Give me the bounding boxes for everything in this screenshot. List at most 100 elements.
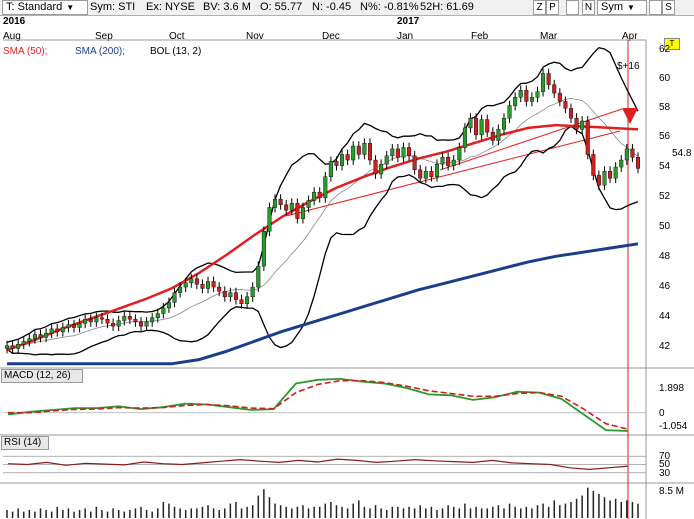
- candle-body: [602, 170, 607, 186]
- rsi-tick: 70: [659, 451, 671, 462]
- s-button[interactable]: S: [662, 0, 675, 15]
- net-readout: N: -0.45: [312, 1, 352, 13]
- candle-body: [10, 345, 15, 349]
- candle-body: [518, 90, 523, 98]
- candle-body: [250, 286, 255, 298]
- checkbox-button[interactable]: [649, 0, 662, 15]
- candle-body: [261, 231, 266, 267]
- candle-body: [412, 155, 417, 171]
- candle-body: [563, 101, 568, 109]
- candle-body: [183, 282, 188, 288]
- candle-body: [16, 344, 21, 349]
- candle-body: [32, 334, 37, 339]
- n-button[interactable]: N: [582, 0, 595, 15]
- symbol-readout: Sym: STI: [90, 1, 136, 13]
- candle-body: [507, 105, 512, 119]
- macd-signal-line: [8, 379, 629, 430]
- p-toggle-button[interactable]: [566, 0, 579, 15]
- candle-body: [222, 291, 227, 298]
- candle-body: [367, 143, 372, 161]
- month-label: Aug: [3, 31, 21, 42]
- candle-body: [233, 292, 238, 300]
- y-tick: 56: [659, 131, 671, 142]
- p-button[interactable]: P: [546, 0, 559, 15]
- candle-body: [479, 119, 484, 136]
- candle-body: [434, 164, 439, 177]
- candle-body: [194, 278, 199, 285]
- candle-body: [155, 313, 160, 318]
- exchange-readout: Ex: NYSE: [146, 1, 195, 13]
- bollinger-legend: BOL (13, 2): [150, 46, 202, 57]
- candle-body: [351, 145, 356, 161]
- candle-body: [496, 129, 501, 141]
- candle-body: [362, 143, 367, 155]
- candle-body: [624, 148, 629, 161]
- candle-body: [429, 170, 434, 177]
- macd-tick: 1.898: [659, 383, 685, 394]
- sma200-legend: SMA (200);: [75, 46, 126, 57]
- rsi-panel-header[interactable]: RSI (14): [1, 436, 49, 450]
- candle-body: [144, 321, 149, 327]
- candle-body: [4, 345, 9, 349]
- candle-body: [591, 154, 596, 176]
- candle-body: [356, 145, 361, 155]
- candle-body: [161, 307, 166, 314]
- sym-select-label: Sym: [601, 1, 623, 13]
- candle-body: [535, 91, 540, 98]
- candle-body: [501, 117, 506, 130]
- y-tick: 52: [659, 191, 671, 202]
- candle-body: [127, 316, 132, 320]
- candle-body: [585, 120, 590, 155]
- candle-body: [524, 90, 529, 102]
- candle-body: [613, 166, 618, 179]
- candle-body: [323, 176, 328, 198]
- candle-body: [552, 84, 557, 94]
- candle-body: [407, 147, 412, 157]
- candle-body: [239, 299, 244, 304]
- volume-max-label: 8.5 M: [659, 486, 685, 497]
- month-label: Sep: [95, 31, 113, 42]
- candle-body: [334, 161, 339, 166]
- sma50-legend: SMA (50);: [3, 46, 48, 57]
- month-label: Dec: [322, 31, 340, 42]
- open-readout: O: 55.77: [260, 1, 303, 13]
- candle-body: [300, 207, 305, 219]
- macd-panel-header[interactable]: MACD (12, 26): [1, 369, 83, 383]
- candle-body: [306, 200, 311, 208]
- candle-body: [446, 157, 451, 166]
- candle-body: [546, 73, 551, 85]
- bv-readout: BV: 3.6 M: [203, 1, 251, 13]
- zoom-button[interactable]: Z: [533, 0, 546, 15]
- month-label: Feb: [471, 31, 489, 42]
- year-label: 2017: [397, 16, 420, 27]
- candle-body: [150, 317, 155, 323]
- candle-body: [116, 320, 121, 327]
- candle-body: [328, 161, 333, 177]
- candle-body: [83, 318, 88, 324]
- candle-body: [619, 159, 624, 168]
- candle-body: [94, 317, 99, 323]
- sym-select[interactable]: Sym ▼: [597, 0, 647, 15]
- rsi-tick: 30: [659, 468, 671, 479]
- rsi-tick: 50: [659, 459, 671, 470]
- candle-body: [44, 332, 49, 338]
- sma50-line: [6, 123, 639, 352]
- candle-body: [66, 324, 71, 328]
- candle-body: [27, 338, 32, 342]
- candle-body: [468, 117, 473, 129]
- candle-body: [206, 281, 211, 289]
- candle-body: [122, 316, 127, 321]
- candle-body: [423, 170, 428, 179]
- candle-body: [340, 154, 345, 166]
- candle-body: [88, 318, 93, 323]
- candle-body: [55, 328, 60, 332]
- candle-body: [457, 147, 462, 161]
- month-label: Nov: [246, 31, 264, 42]
- candle-body: [217, 286, 222, 292]
- candle-body: [384, 155, 389, 165]
- template-select[interactable]: T: Standard ▼: [2, 0, 88, 15]
- candle-body: [295, 203, 300, 219]
- sell-arrow-icon: [622, 108, 638, 124]
- candle-body: [636, 157, 641, 169]
